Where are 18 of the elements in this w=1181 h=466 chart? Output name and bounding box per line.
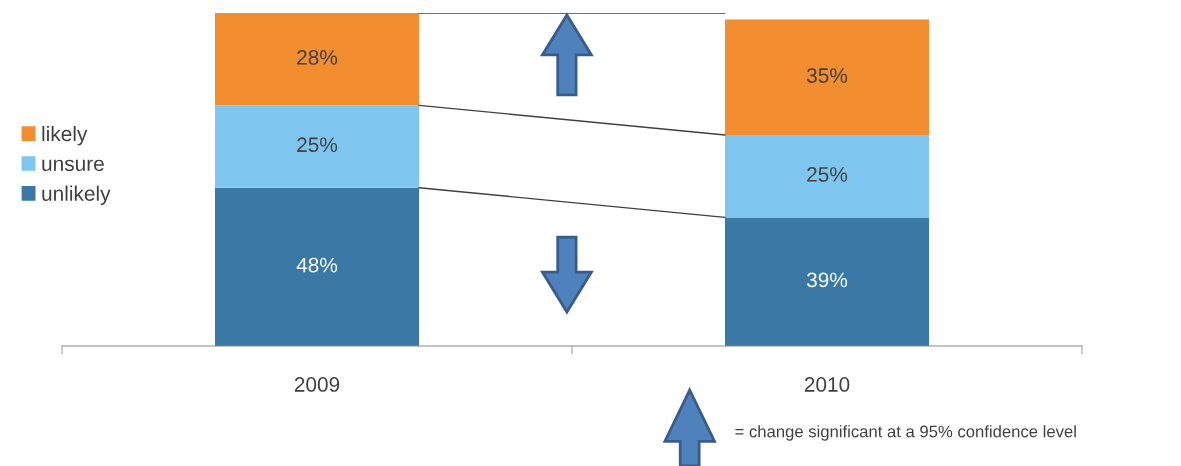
bar — [215, 105, 419, 188]
data-label: 28% — [297, 50, 338, 65]
bar — [215, 13, 419, 106]
text: = change significant at a 95% confidence level — [735, 425, 1076, 441]
data-label: 25% — [807, 167, 848, 182]
bar — [725, 134, 929, 218]
x-tick-label: 2010 — [804, 377, 850, 392]
data-label: 25% — [297, 137, 338, 153]
data-label: 39% — [806, 272, 848, 288]
bar — [215, 187, 419, 346]
x-tick-label: 2009 — [294, 377, 340, 392]
bar — [725, 19, 929, 135]
data-label: 35% — [806, 68, 848, 83]
legend-label: unlikely — [42, 185, 111, 206]
legend-label: unsure — [42, 159, 104, 172]
bar — [725, 217, 929, 346]
legend-label: likely — [42, 125, 88, 146]
data-label: 48% — [296, 257, 338, 273]
